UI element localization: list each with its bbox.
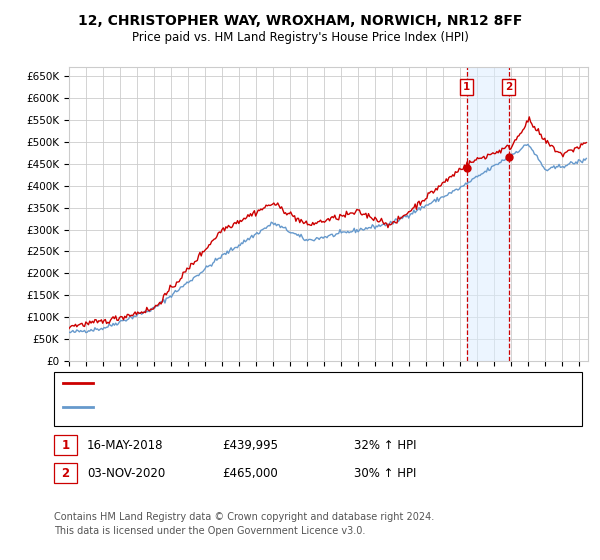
Text: 32% ↑ HPI: 32% ↑ HPI	[354, 438, 416, 452]
Bar	[467, 67, 509, 361]
Text: £439,995: £439,995	[222, 438, 278, 452]
Text: 1: 1	[463, 82, 470, 92]
Text: £465,000: £465,000	[222, 466, 278, 480]
Text: 2: 2	[505, 82, 512, 92]
Text: 16-MAY-2018: 16-MAY-2018	[87, 438, 163, 452]
Text: 12, CHRISTOPHER WAY, WROXHAM, NORWICH, NR12 8FF: 12, CHRISTOPHER WAY, WROXHAM, NORWICH, N…	[78, 14, 522, 28]
Text: 2: 2	[61, 466, 70, 480]
Text: HPI: Average price, detached house, Broadland: HPI: Average price, detached house, Broa…	[99, 403, 362, 412]
Text: 1: 1	[61, 438, 70, 452]
Text: 12, CHRISTOPHER WAY, WROXHAM, NORWICH, NR12 8FF (detached house): 12, CHRISTOPHER WAY, WROXHAM, NORWICH, N…	[99, 379, 518, 388]
Text: 30% ↑ HPI: 30% ↑ HPI	[354, 466, 416, 480]
Text: 03-NOV-2020: 03-NOV-2020	[87, 466, 165, 480]
Text: Contains HM Land Registry data © Crown copyright and database right 2024.: Contains HM Land Registry data © Crown c…	[54, 512, 434, 522]
Text: This data is licensed under the Open Government Licence v3.0.: This data is licensed under the Open Gov…	[54, 526, 365, 536]
Text: Price paid vs. HM Land Registry's House Price Index (HPI): Price paid vs. HM Land Registry's House …	[131, 31, 469, 44]
